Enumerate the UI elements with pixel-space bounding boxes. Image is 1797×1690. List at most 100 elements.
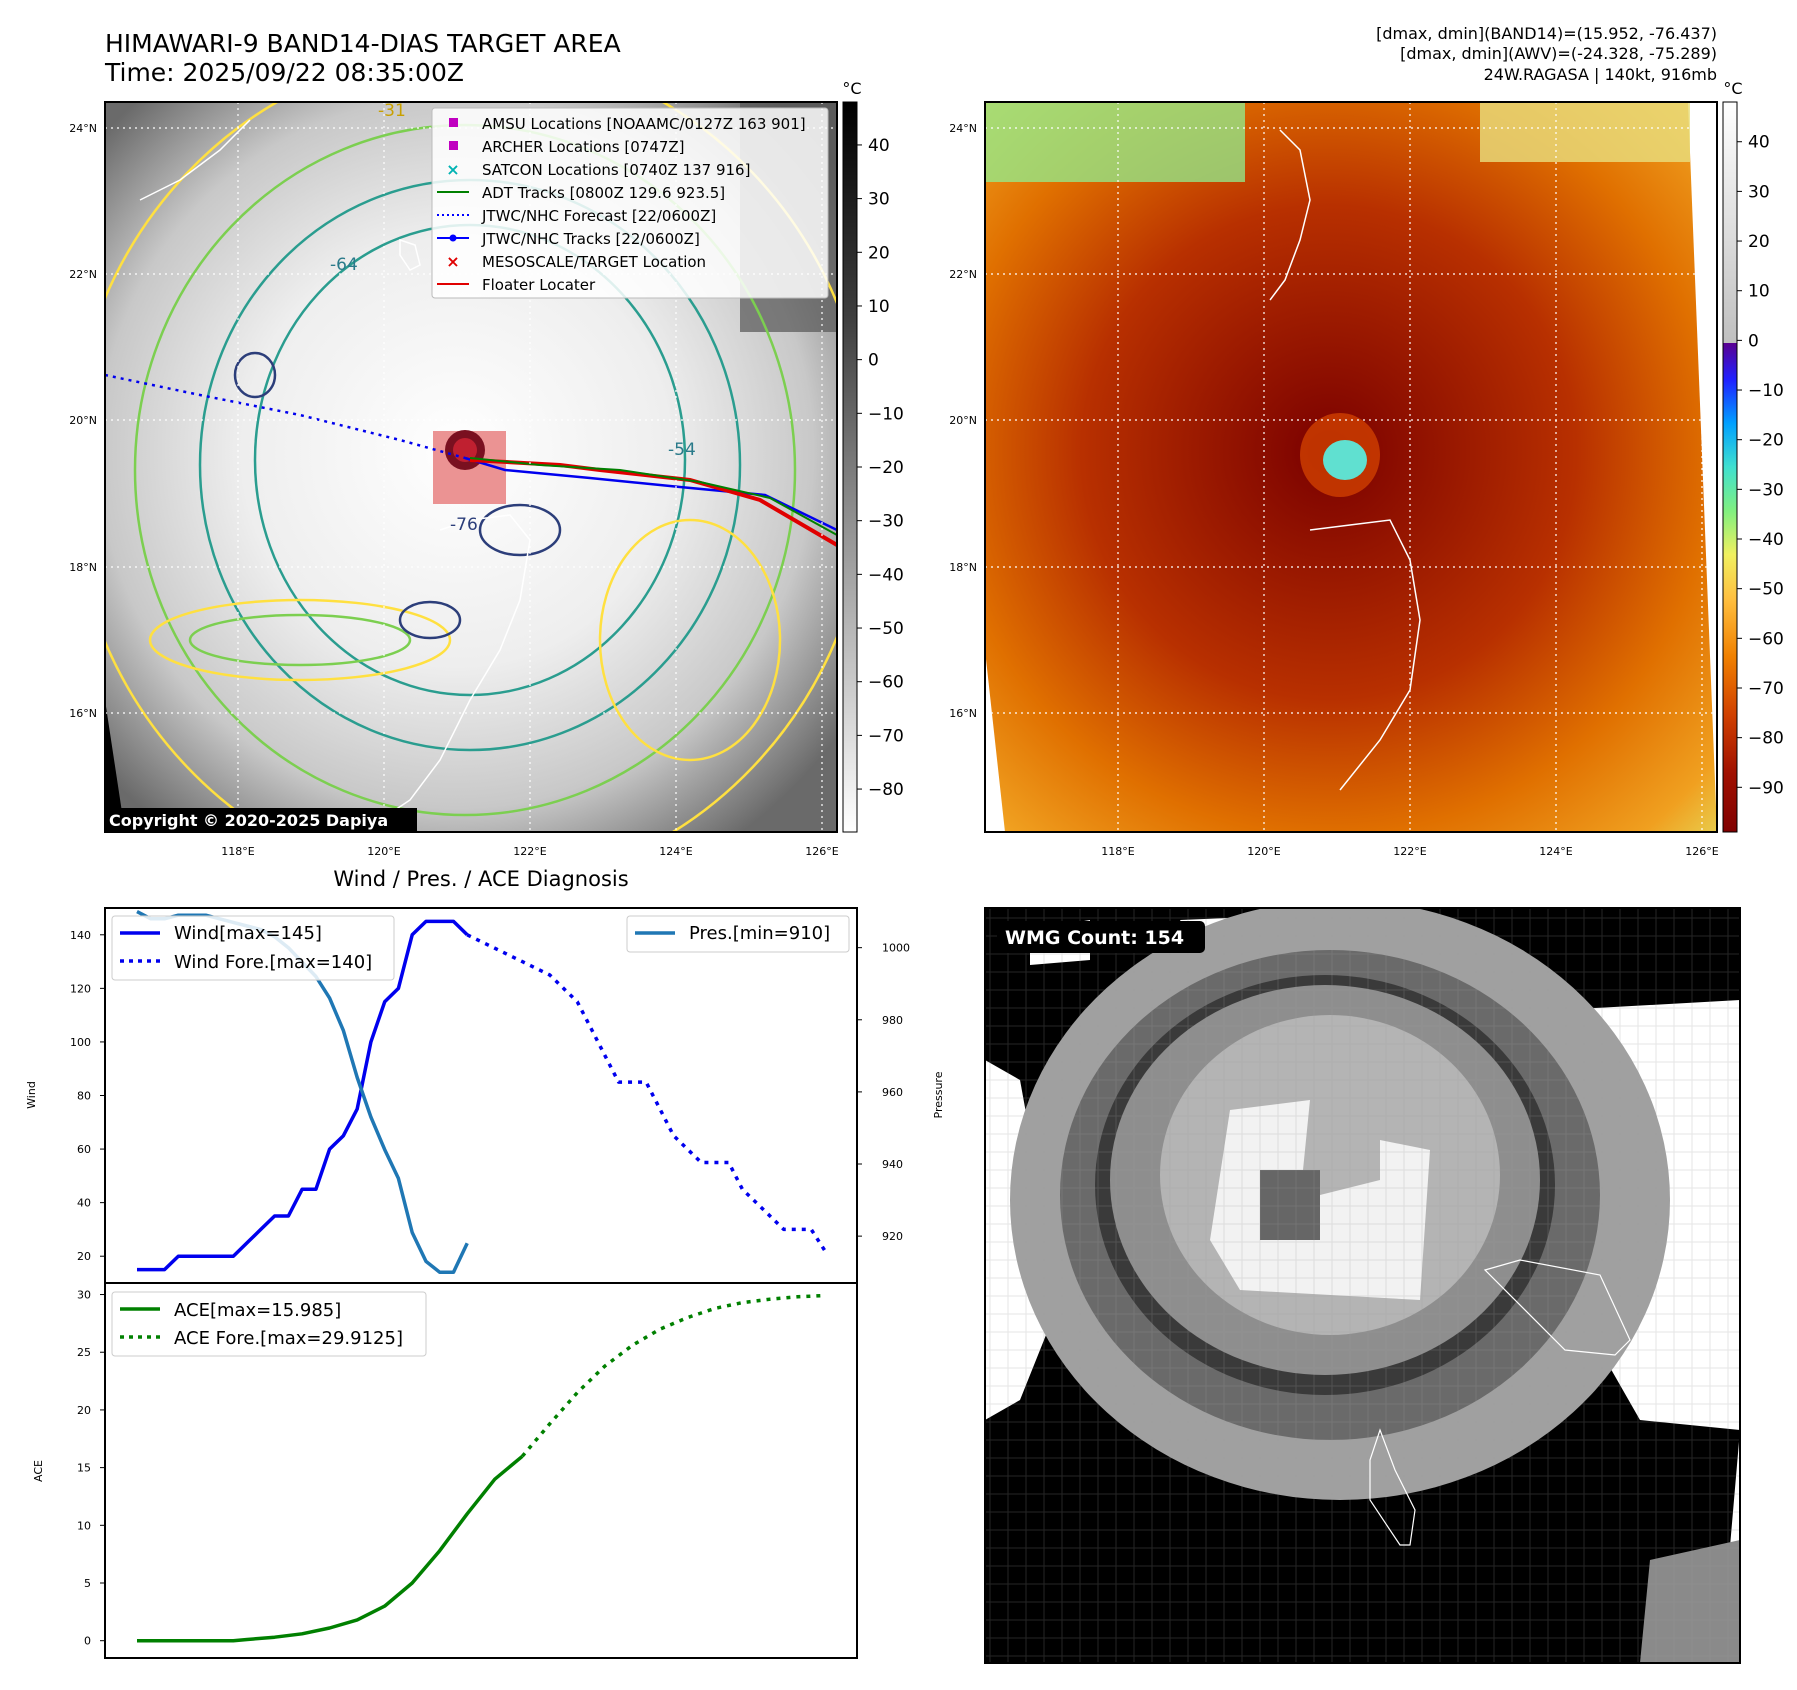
legend-marker-dot: [449, 234, 457, 242]
map-legend: AMSU Locations [NOAAMC/0127Z 163 901] ARC…: [431, 107, 829, 299]
ace-chart: 0 5 10 15 20 25 30 ACE ACE[max=15.985] ACE For…: [32, 1282, 858, 1659]
colorbar-tick-label: −30: [868, 512, 904, 532]
colorbar-tick-label: −70: [868, 726, 904, 746]
figure-title: HIMAWARI-9 BAND14-DIAS TARGET AREA: [105, 29, 621, 58]
copyright-label: Copyright © 2020-2025 Dapiya: [109, 811, 388, 830]
legend-label: SATCON Locations [0740Z 137 916]: [482, 161, 750, 179]
wind-tick-label: 140: [70, 929, 91, 942]
colorbar-tick-label: 10: [868, 297, 890, 317]
wind-series-line: [137, 919, 469, 1272]
info-line-awv: [dmax, dmin](AWV)=(-24.328, -75.289): [1400, 44, 1717, 63]
map2-lat-16: 16°N: [949, 707, 977, 720]
ace-tick-label: 0: [84, 1635, 91, 1648]
pressure-tick-label: 940: [882, 1158, 903, 1171]
map1-lat-20: 20°N: [69, 414, 97, 427]
map1-lon-120: 120°E: [367, 845, 400, 858]
legend-label: Floater Locater: [482, 276, 596, 294]
ace-legend-label: ACE[max=15.985]: [174, 1300, 341, 1321]
map1-lat-16: 16°N: [69, 707, 97, 720]
map2-lon-120: 120°E: [1247, 845, 1280, 858]
legend-row: × SATCON Locations [0740Z 137 916]: [446, 160, 750, 179]
map2-lon-126: 126°E: [1685, 845, 1718, 858]
legend-marker-x: ×: [446, 252, 459, 271]
colorbar-tick-label: −50: [1748, 580, 1784, 600]
pressure-tick-label: 980: [882, 1014, 903, 1027]
color-colorbar: °C 40 30 20 10 0 −10 −20 −30 −40 −50 −60 −70 −80 −90: [1722, 79, 1784, 833]
contour-label-31: -31: [378, 101, 406, 121]
ace-tick-label: 25: [77, 1346, 91, 1359]
wind-tick-label: 40: [77, 1197, 91, 1210]
contour-label-54: -54: [668, 440, 696, 460]
ir-color-map: [984, 101, 1718, 833]
map2-lat-22: 22°N: [949, 268, 977, 281]
pressure-legend-label: Pres.[min=910]: [689, 923, 830, 944]
colorbar-tick-label: −80: [868, 780, 904, 800]
legend-label: JTWC/NHC Tracks [22/0600Z]: [481, 230, 700, 248]
pressure-tick-label: 960: [882, 1086, 903, 1099]
coastline: [1269, 129, 1421, 791]
map1-lat-18: 18°N: [69, 561, 97, 574]
colorbar-tick-label: −50: [868, 619, 904, 639]
ace-tick-label: 15: [77, 1462, 91, 1475]
contour-label-76: -76: [450, 515, 478, 535]
info-line-storm: 24W.RAGASA | 140kt, 916mb: [1484, 65, 1717, 84]
wind-legend: Wind[max=145] Wind Fore.[max=140]: [111, 915, 395, 981]
colorbar-tick-label: 40: [1748, 133, 1770, 153]
wmg-count-badge: [997, 921, 1205, 953]
colorbar-tick-label: −20: [1748, 431, 1784, 451]
ir-grayscale-map: -31 -54 -64 -76 Copyright © 2020-2025 Da…: [104, 101, 838, 833]
colorbar-tick-label: −40: [1748, 530, 1784, 550]
wind-tick-label: 60: [77, 1143, 91, 1156]
coastline: [139, 119, 531, 821]
colorbar-tick-label: −90: [1748, 778, 1784, 798]
figure-timestamp: Time: 2025/09/22 08:35:00Z: [104, 58, 464, 87]
ace-axis-label: ACE: [32, 1460, 45, 1482]
colorbar-tick-label: 0: [868, 351, 879, 371]
wind-pressure-chart: 20 40 60 80 100 120 140 920 940 960 980 1000 Wind …: [25, 907, 945, 1284]
ace-tick-label: 30: [77, 1289, 91, 1302]
legend-marker-square: [449, 141, 458, 150]
colorbar-tick-label: −60: [868, 673, 904, 693]
colorbar-tick-label: 40: [868, 136, 890, 156]
ace-legend: ACE[max=15.985] ACE Fore.[max=29.9125]: [111, 1291, 427, 1357]
legend-marker-x: ×: [446, 160, 459, 179]
legend-row: ARCHER Locations [0747Z]: [449, 138, 685, 156]
map2-gridlines: [985, 102, 1717, 832]
colorbar-tick-label: −80: [1748, 729, 1784, 749]
colorbar-tick-label: −70: [1748, 679, 1784, 699]
wind-tick-label: 100: [70, 1036, 91, 1049]
ace-forecast-series-line: [520, 1293, 826, 1458]
map1-lat-24: 24°N: [69, 122, 97, 135]
diagnosis-title: Wind / Pres. / ACE Diagnosis: [333, 867, 628, 891]
wind-tick-label: 80: [77, 1090, 91, 1103]
colorbar-tick-label: −10: [1748, 381, 1784, 401]
map2-lon-122: 122°E: [1393, 845, 1426, 858]
legend-row: Floater Locater: [437, 276, 596, 294]
colorbar-tick-label: 20: [1748, 232, 1770, 252]
legend-label: JTWC/NHC Forecast [22/0600Z]: [481, 207, 716, 225]
legend-label: ADT Tracks [0800Z 129.6 923.5]: [482, 184, 725, 202]
contour-label-64: -64: [330, 255, 358, 275]
wind-tick-label: 20: [77, 1250, 91, 1263]
pressure-tick-label: 1000: [882, 942, 910, 955]
map2-lon-118: 118°E: [1101, 845, 1134, 858]
legend-row: JTWC/NHC Forecast [22/0600Z]: [437, 207, 716, 225]
map2-lon-124: 124°E: [1539, 845, 1572, 858]
map2-lat-24: 24°N: [949, 122, 977, 135]
map2-lat-18: 18°N: [949, 561, 977, 574]
wmg-count-label: WMG Count: 154: [1005, 927, 1184, 949]
wind-fore-legend-label: Wind Fore.[max=140]: [174, 952, 372, 973]
legend-marker-square: [449, 118, 458, 127]
wmg-panel: WMG Count: 154: [984, 907, 1741, 1664]
gray-colorbar-unit: °C: [842, 79, 861, 98]
legend-label: ARCHER Locations [0747Z]: [482, 138, 685, 156]
map1-lon-124: 124°E: [659, 845, 692, 858]
legend-row: JTWC/NHC Tracks [22/0600Z]: [437, 230, 700, 248]
colorbar-tick-label: −20: [868, 458, 904, 478]
map1-lon-126: 126°E: [805, 845, 838, 858]
floater-track: [469, 458, 837, 547]
adt-track: [469, 457, 837, 536]
colorbar-tick-label: −30: [1748, 480, 1784, 500]
gray-colorbar: °C 40 30 20 10 0 −10 −20 −30 −40 −50 −60 −70 −80: [842, 79, 904, 833]
